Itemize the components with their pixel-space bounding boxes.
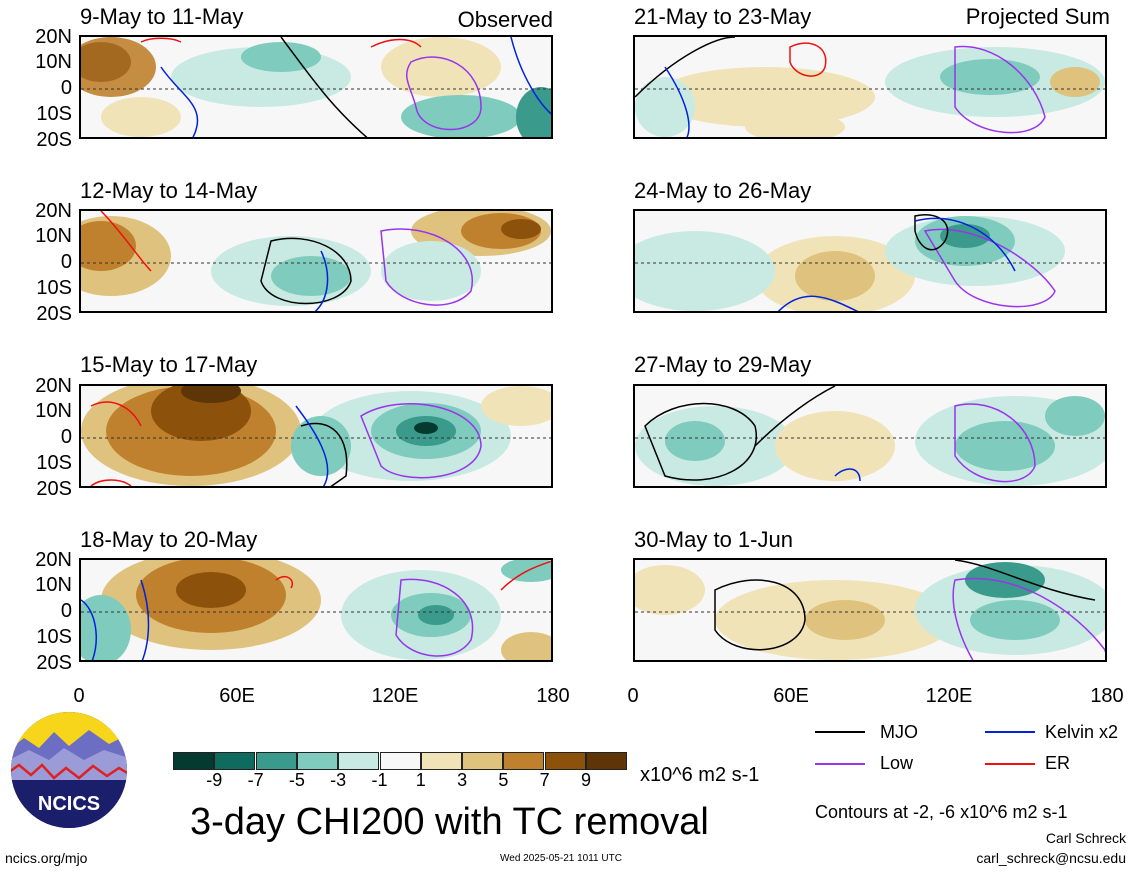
panel-title-5: 21-May to 23-May — [634, 4, 812, 29]
legend-label-er: ER — [1045, 753, 1071, 773]
lat-label-10s-panel-3: 10S — [36, 452, 72, 474]
colorbar-box — [379, 752, 421, 770]
panel-title-7: 27-May to 29-May — [634, 352, 812, 377]
lat-label-10s-panel-2: 10S — [36, 277, 72, 299]
colorbar-label: -3 — [330, 770, 347, 790]
email: carl_schreck@ncsu.edu — [976, 850, 1126, 866]
lon-label-0-left: 0 — [73, 685, 85, 707]
lat-label-10n-panel-1: 10N — [35, 51, 72, 73]
panel-tag-observed: Observed — [457, 7, 553, 32]
legend-label-mjo: MJO — [880, 722, 918, 742]
legend-label-kelvin: Kelvin x2 — [1045, 722, 1119, 742]
lat-label-20n-panel-3: 20N — [35, 375, 72, 397]
colorbar-label: -7 — [247, 770, 264, 790]
map-panel-4 — [79, 558, 553, 662]
lat-label-0-panel-1: 0 — [60, 77, 72, 99]
colorbar-label: 3 — [457, 770, 468, 790]
lat-label-0-panel-4: 0 — [60, 600, 72, 622]
panel-tag-projected: Projected Sum — [965, 4, 1110, 29]
lat-label-20n-panel-1: 20N — [35, 26, 72, 48]
contours-note: Contours at -2, -6 x10^6 m2 s-1 — [815, 802, 1068, 822]
lat-label-0-panel-3: 0 — [60, 426, 72, 448]
panel-title-8: 30-May to 1-Jun — [634, 527, 793, 552]
panel-title-6: 24-May to 26-May — [634, 178, 812, 203]
lat-label-20s-panel-4: 20S — [36, 652, 72, 674]
colorbar-box — [173, 752, 214, 770]
panel-title-2: 12-May to 14-May — [80, 178, 258, 203]
lon-label-180-left: 180 — [536, 685, 570, 707]
colorbar-box — [214, 752, 256, 770]
author: Carl Schreck — [1045, 830, 1126, 846]
lat-label-10s-panel-1: 10S — [36, 103, 72, 125]
legend-label-low: Low — [880, 753, 914, 773]
lat-label-10n-panel-2: 10N — [35, 225, 72, 247]
lat-label-20s-panel-2: 20S — [36, 303, 72, 325]
lon-label-180-right: 180 — [1090, 685, 1124, 707]
colorbar-label: -9 — [206, 770, 223, 790]
map-panel-8 — [633, 558, 1107, 662]
lat-label-20n-panel-2: 20N — [35, 200, 72, 222]
panel-title-1: 9-May to 11-May — [80, 4, 244, 29]
lon-label-60e-left: 60E — [219, 685, 255, 707]
map-panel-2 — [79, 209, 553, 313]
main-title: 3-day CHI200 with TC removal — [190, 801, 709, 843]
colorbar-label: -1 — [371, 770, 388, 790]
lat-label-10s-panel-4: 10S — [36, 626, 72, 648]
map-panel-1 — [79, 35, 553, 139]
lat-label-10n-panel-3: 10N — [35, 400, 72, 422]
colorbar-box — [338, 752, 380, 770]
panel-title-3: 15-May to 17-May — [80, 352, 258, 377]
lon-label-0-right: 0 — [627, 685, 639, 707]
colorbar-label: 1 — [415, 770, 426, 790]
colorbar-box — [544, 752, 586, 770]
colorbar-box — [462, 752, 504, 770]
map-panel-3 — [79, 384, 553, 488]
colorbar-box — [296, 752, 338, 770]
ncics-logo: NCICS — [9, 710, 129, 830]
colorbar-box — [503, 752, 545, 770]
colorbar-label: -5 — [288, 770, 305, 790]
lon-label-120e-right: 120E — [925, 685, 973, 707]
map-panel-7 — [633, 384, 1107, 488]
colorbar-box — [420, 752, 462, 770]
colorbar-units: x10^6 m2 s-1 — [640, 764, 760, 786]
lat-label-20n-panel-4: 20N — [35, 549, 72, 571]
legend-line-er — [985, 763, 1035, 765]
colorbar-box — [586, 752, 627, 770]
panel-title-4: 18-May to 20-May — [80, 527, 258, 552]
lat-label-20s-panel-3: 20S — [36, 478, 72, 500]
url: ncics.org/mjo — [5, 850, 88, 866]
legend-line-mjo — [815, 731, 865, 733]
map-panel-6 — [633, 209, 1107, 313]
colorbar-box — [255, 752, 297, 770]
colorbar-label: 9 — [580, 770, 592, 790]
colorbar-label: 7 — [539, 770, 550, 790]
map-panel-5 — [633, 35, 1107, 139]
legend-line-low — [815, 763, 865, 765]
legend-line-kelvin — [985, 731, 1035, 733]
colorbar-label: 5 — [498, 770, 509, 790]
lat-label-10n-panel-4: 10N — [35, 574, 72, 596]
lon-label-120e-left: 120E — [371, 685, 419, 707]
lat-label-0-panel-2: 0 — [60, 251, 72, 273]
lat-label-20s-panel-1: 20S — [36, 129, 72, 151]
timestamp: Wed 2025-05-21 1011 UTC — [500, 853, 622, 864]
lon-label-60e-right: 60E — [773, 685, 809, 707]
logo-text: NCICS — [38, 793, 100, 815]
